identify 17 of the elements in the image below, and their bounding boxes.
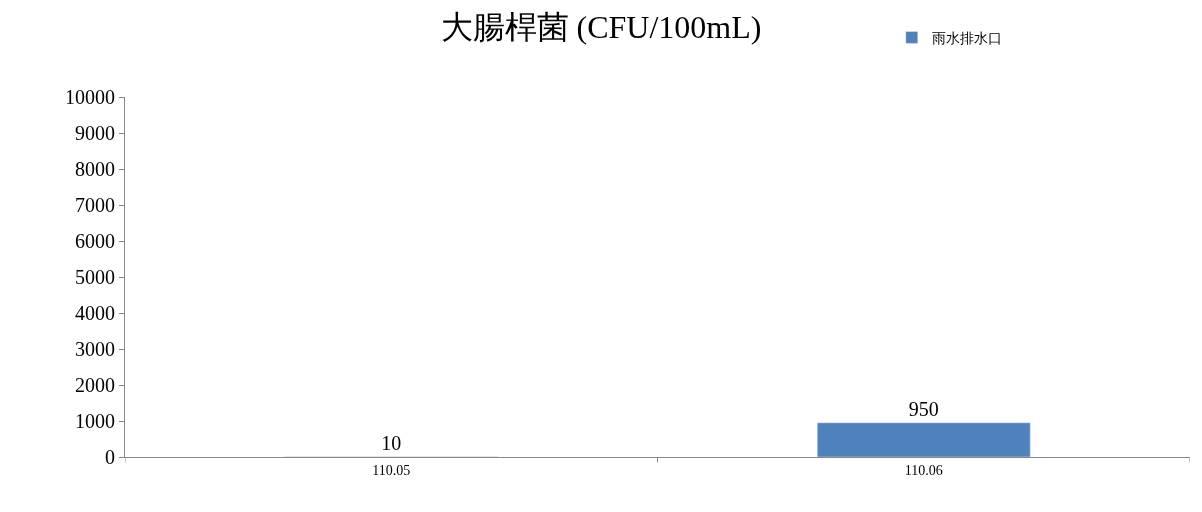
y-tick-label: 4000 [75,302,115,324]
data-label: 10 [381,431,402,454]
legend-label: 雨水排水口 [931,30,1002,46]
data-label: 950 [908,397,939,420]
chart-title: 大腸桿菌 (CFU/100mL) [440,8,762,45]
y-tick-label: 10000 [65,86,115,108]
y-tick-label: 0 [105,446,115,468]
y-tick-label: 9000 [75,122,115,144]
y-tick-label: 6000 [75,230,115,252]
y-tick-label: 3000 [75,338,115,360]
y-tick-label: 1000 [75,410,115,432]
y-tick-label: 2000 [75,374,115,396]
x-tick-label: 110.06 [904,462,943,478]
y-tick-label: 7000 [75,194,115,216]
x-tick-label: 110.05 [372,462,411,478]
y-tick-label: 8000 [75,158,115,180]
y-tick-label: 5000 [75,266,115,288]
